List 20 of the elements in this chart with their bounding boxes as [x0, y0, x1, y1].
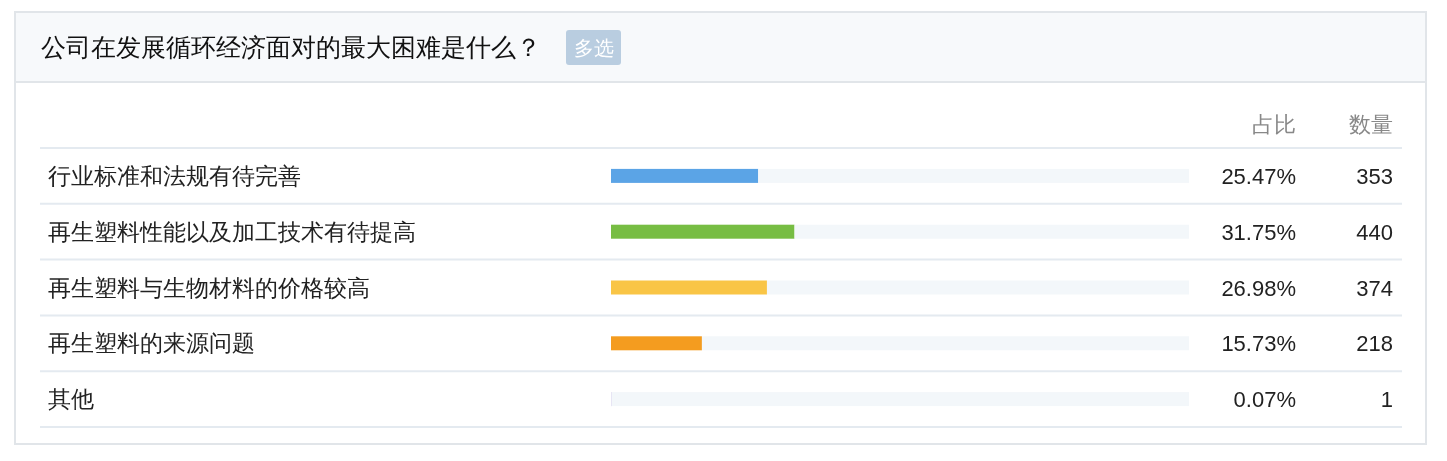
data-label: 31.75%: [1221, 219, 1296, 245]
text: 公司在发展循环经济面对的最大困难是什么？: [41, 34, 541, 61]
y-tick-label: 再生塑料的来源问题: [48, 330, 255, 357]
y-tick-label: 再生塑料性能以及加工技术有待提高: [48, 218, 416, 245]
text: 数量: [1349, 112, 1393, 137]
y-tick-label: 行业标准和法规有待完善: [48, 162, 301, 189]
data-label: 26.98%: [1221, 275, 1296, 301]
data-label: 0.07%: [1233, 387, 1296, 413]
text: 374: [1356, 275, 1393, 301]
y-tick-label: 再生塑料与生物材料的价格较高: [48, 274, 370, 301]
tag-badge: 多选: [566, 30, 621, 65]
y-tick-label: 其他: [48, 386, 94, 413]
data-label: 15.73%: [1221, 331, 1296, 357]
data-label: 25.47%: [1221, 163, 1296, 189]
chart-subtitle: 多选: [573, 36, 614, 59]
text: 218: [1356, 331, 1393, 357]
x-axis-title: 占比: [1252, 112, 1296, 137]
text: 353: [1356, 163, 1393, 189]
text: 440: [1356, 219, 1393, 245]
text: 1: [1380, 387, 1393, 413]
